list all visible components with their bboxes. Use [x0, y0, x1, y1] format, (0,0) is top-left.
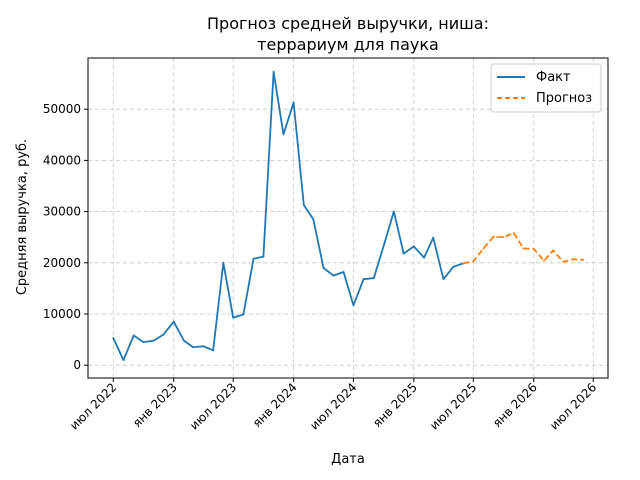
data-point-actual — [312, 218, 315, 221]
y-tick-label: 20000 — [43, 256, 81, 270]
data-point-actual — [282, 133, 285, 136]
data-point-actual — [212, 349, 215, 352]
data-point-actual — [382, 245, 385, 247]
data-point-actual — [362, 278, 365, 281]
y-tick-label: 40000 — [43, 153, 81, 167]
data-point-actual — [202, 345, 205, 348]
legend-label-forecast: Прогноз — [536, 91, 592, 106]
data-point-actual — [442, 278, 445, 281]
data-point-actual — [452, 265, 455, 268]
data-point-actual — [192, 346, 195, 349]
data-point-forecast — [552, 249, 555, 252]
data-point-forecast — [472, 260, 475, 263]
data-point-actual — [322, 267, 325, 269]
chart-title-line-1: Прогноз средней выручки, ниша: — [207, 14, 489, 33]
grid — [88, 58, 608, 378]
y-tick-label: 0 — [73, 358, 81, 372]
data-point-actual — [252, 257, 255, 260]
data-point-actual — [412, 245, 415, 248]
data-point-actual — [132, 334, 135, 337]
data-point-actual — [432, 236, 435, 239]
data-point-actual — [172, 320, 175, 323]
y-tick-label: 10000 — [43, 307, 81, 321]
series-line-actual — [112, 70, 464, 361]
data-point-actual — [122, 359, 125, 361]
data-point-forecast — [512, 232, 515, 235]
data-point-actual — [242, 313, 245, 316]
y-tick-label: 50000 — [43, 102, 81, 116]
data-point-forecast — [522, 247, 525, 250]
data-point-actual — [292, 101, 295, 104]
data-point-actual — [142, 341, 145, 344]
data-point-actual — [332, 274, 335, 277]
data-point-actual — [372, 277, 375, 280]
data-point-forecast — [543, 259, 545, 262]
chart-title-line-2: террариум для паука — [257, 35, 439, 54]
series-lines — [112, 70, 585, 361]
data-point-forecast — [482, 247, 485, 250]
data-point-actual — [262, 255, 265, 258]
data-point-forecast — [582, 258, 585, 261]
data-point-actual — [342, 271, 345, 273]
data-point-actual — [162, 333, 165, 336]
data-point-forecast — [462, 262, 465, 265]
data-point-forecast — [502, 236, 505, 239]
data-point-actual — [423, 256, 425, 259]
data-point-actual — [392, 210, 395, 213]
data-point-actual — [402, 252, 405, 255]
data-point-forecast — [572, 258, 575, 261]
data-point-actual — [222, 261, 225, 264]
x-axis-label: Дата — [331, 452, 365, 467]
data-point-actual — [152, 339, 155, 342]
data-point-actual — [232, 316, 235, 319]
data-point-actual — [272, 70, 275, 73]
y-tick-label: 30000 — [43, 205, 81, 219]
data-point-actual — [183, 339, 185, 342]
data-point-actual — [302, 204, 305, 206]
legend: Факт Прогноз — [490, 63, 602, 113]
data-point-forecast — [492, 235, 495, 238]
data-point-actual — [352, 304, 355, 307]
data-point-actual — [112, 337, 115, 339]
y-axis-label: Средняя выручка, руб. — [15, 139, 30, 295]
plot-area-frame — [87, 57, 609, 379]
legend-label-actual: Факт — [536, 70, 571, 85]
data-point-forecast — [532, 248, 535, 250]
data-point-forecast — [562, 260, 565, 263]
